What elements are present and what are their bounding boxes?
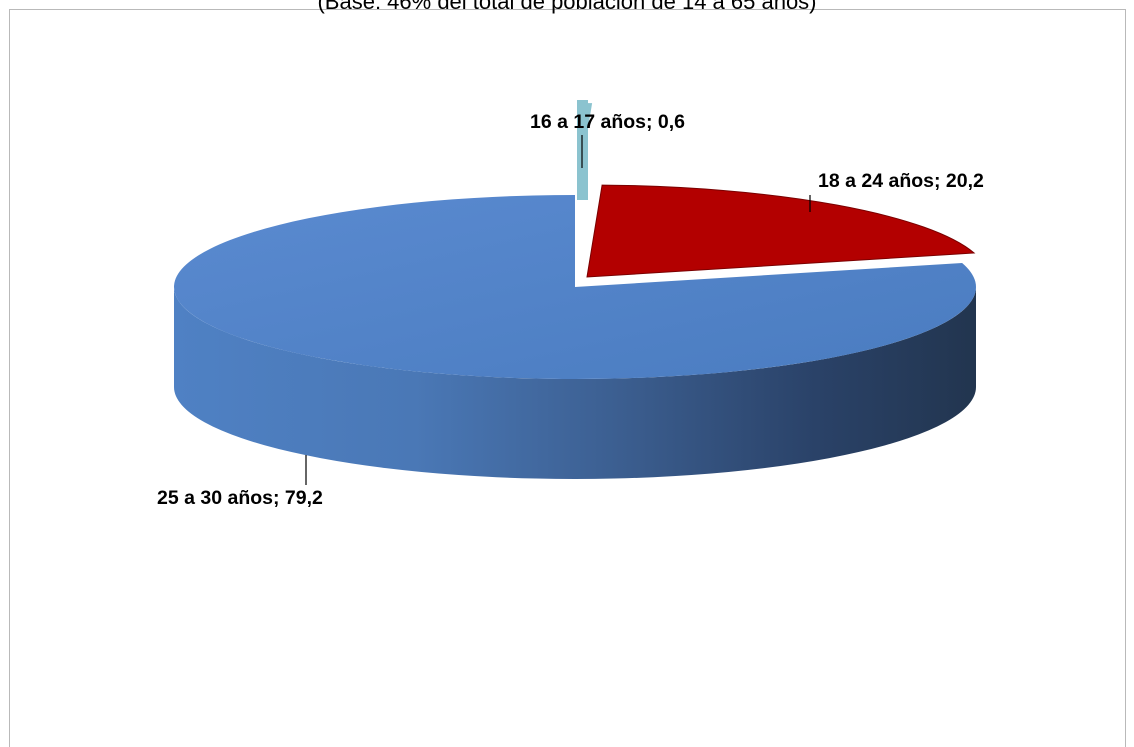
data-label: 25 a 30 años; 79,2 — [157, 487, 323, 509]
data-label: 16 a 17 años; 0,6 — [530, 111, 685, 133]
slice-18-a-24-años — [586, 184, 976, 278]
chart-title: (Base: 46% del total de población de 14 … — [317, 0, 817, 14]
slice-25-a-30-años — [174, 195, 977, 380]
slice-side-25-a-30-años — [174, 287, 976, 479]
data-label: 18 a 24 años; 20,2 — [818, 170, 984, 192]
